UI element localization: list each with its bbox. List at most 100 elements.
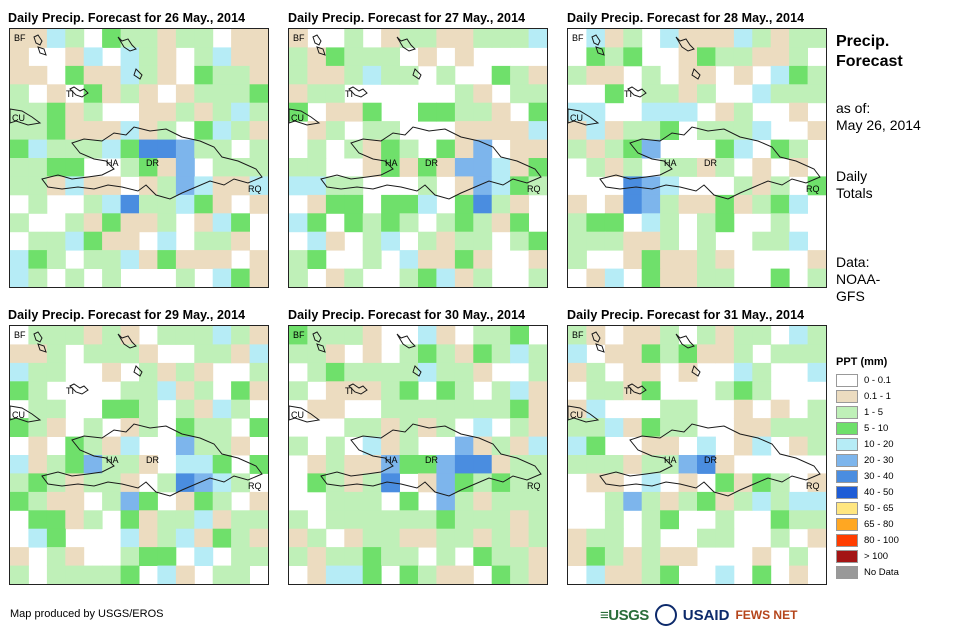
precip-cell [381,547,400,566]
precip-cell [83,176,103,196]
precip-cell [604,231,624,251]
hispaniola-outline [41,423,263,497]
precip-cell [528,436,547,456]
legend-label: 5 - 10 [864,422,889,434]
precip-cell [586,213,606,233]
legend-item: 65 - 80 [836,516,899,532]
precip-cell [604,47,624,67]
precip-cell [46,547,66,566]
precip-cell [139,528,158,548]
precip-cell [678,65,698,85]
precip-cell [139,344,158,364]
precip-cell [473,418,493,437]
precip-cell [120,455,140,474]
legend-label: 20 - 30 [864,454,894,466]
precip-cell [807,65,826,85]
precip-cell [325,565,345,584]
precip-cell [194,528,214,548]
legend-item: > 100 [836,548,899,564]
precip-cell [325,510,345,530]
map-label-dr: DR [146,455,159,465]
daily-line1: Daily [836,168,868,184]
precip-cell [528,65,547,85]
precip-cell [83,418,103,437]
precip-cell [491,65,511,85]
data-line2: NOAA- [836,271,881,287]
precip-cell [623,158,643,177]
precip-cell [175,362,195,382]
precip-cell [436,473,456,493]
precip-cell [641,547,661,566]
precip-cell [715,510,735,530]
precip-cell [528,84,547,104]
precip-cell [139,491,158,511]
precip-cell [399,268,419,287]
precip-cell [102,250,121,269]
precip-cell [157,326,177,345]
precip-cell [586,47,606,67]
precip-cell [641,231,661,251]
precip-cell [307,473,327,493]
precip-cell [194,455,214,474]
precip-cell [325,84,345,104]
precip-cell [586,29,606,48]
data-line1: Data: [836,254,870,270]
precip-cell [697,84,716,104]
precip-cell [139,84,158,104]
side-title: Precip. Forecast [836,32,903,72]
precip-cell [102,213,121,233]
precip-cell [510,158,529,177]
precip-cell [139,47,158,67]
precip-cell [528,547,547,566]
precip-cell [418,231,437,251]
precip-cell [454,528,474,548]
precip-cell [641,491,661,511]
precip-cell [604,528,624,548]
precip-cell [212,102,232,122]
legend-item: 1 - 5 [836,404,899,420]
precip-cell [289,47,308,67]
precip-cell [362,510,382,530]
precip-cell [231,565,250,584]
bahamas-outline [33,331,47,353]
precip-cell [307,194,327,214]
precip-cell [436,362,456,382]
precip-cell [568,399,587,419]
precip-cell [139,250,158,269]
precip-cell [28,194,48,214]
precip-cell [231,176,250,196]
precip-cell [381,121,400,140]
precip-cell [381,381,400,401]
precip-cell [418,510,437,530]
precip-cell [454,399,474,419]
precip-cell [65,510,85,530]
precip-cell [139,29,158,48]
precip-cell [175,399,195,419]
precip-cell [344,29,364,48]
data-source: Data: NOAA- GFS [836,254,880,305]
precip-cell [46,176,66,196]
precip-cell [510,65,529,85]
precip-cell [454,213,474,233]
precip-cell [528,158,547,177]
precip-cell [510,565,529,584]
precip-cell [454,436,474,456]
precip-cell [102,139,121,159]
precip-cell [491,121,511,140]
precip-cell [83,510,103,530]
precip-cell [325,65,345,85]
precip-cell [157,121,177,140]
precip-cell [473,250,493,269]
precip-cell [212,473,232,493]
precip-cell [770,510,790,530]
precip-cell [528,344,547,364]
precip-cell [436,139,456,159]
precip-cell [102,231,121,251]
precip-cell [436,65,456,85]
precip-cell [678,547,698,566]
precip-cell [660,194,679,214]
legend-swatch [836,517,858,531]
precip-cell [399,455,419,474]
map-label-ti: TI [345,89,353,99]
precip-cell [770,213,790,233]
